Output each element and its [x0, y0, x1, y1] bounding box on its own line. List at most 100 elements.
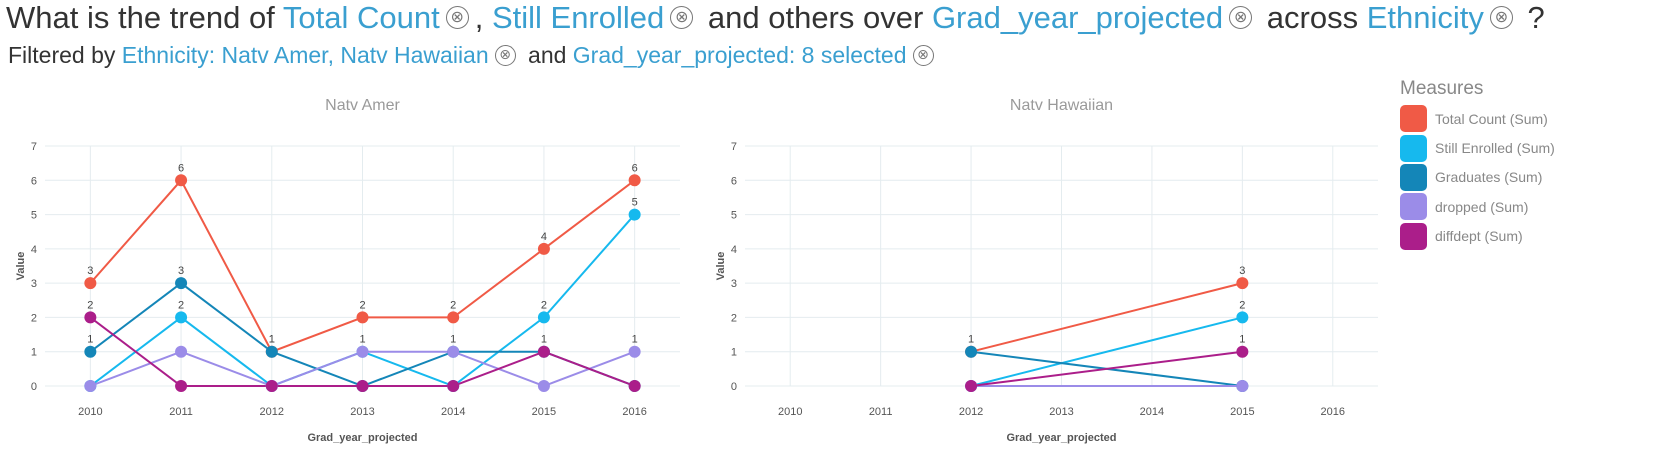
query-dimension[interactable]: Grad_year_projected: [931, 0, 1224, 35]
data-point-still-enrolled[interactable]: [175, 311, 188, 324]
x-axis-title: Grad_year_projected: [1006, 432, 1116, 444]
x-tick-label: 2016: [1321, 406, 1345, 418]
remove-total-count-icon[interactable]: ⊗: [445, 6, 469, 30]
data-point-still-enrolled[interactable]: [628, 208, 641, 221]
chart-title: Natv Hawaiian: [1010, 97, 1113, 114]
filter-prefix: Filtered by: [8, 42, 116, 68]
legend-item-dropped[interactable]: dropped (Sum): [1400, 192, 1650, 221]
data-point-graduates[interactable]: [265, 345, 278, 358]
chart-panel-natv-hawaiian: Natv Hawaiian 0 1 2 3 4 5 6 7 2010 2011 2012 2013 201…: [715, 97, 1378, 444]
legend-label: diffdept (Sum): [1435, 228, 1523, 245]
data-label: 2: [541, 299, 547, 311]
x-tick-label: 2013: [1049, 406, 1073, 418]
chart-title: Natv Amer: [325, 97, 400, 114]
series-line-diffdept: [970, 350, 1243, 387]
remove-filter-grad-year-icon[interactable]: ⊗: [912, 44, 934, 66]
data-point-diffdept[interactable]: [965, 380, 978, 392]
data-point-dropped[interactable]: [1236, 380, 1249, 392]
data-point-dropped[interactable]: [84, 380, 97, 392]
filter-sentence: Filtered by Ethnicity: Natv Amer, Natv H…: [8, 41, 940, 69]
data-point-diffdept[interactable]: [1236, 345, 1249, 358]
legend-swatch: [1400, 134, 1427, 162]
y-tick-label: 6: [31, 175, 37, 187]
data-point-diffdept[interactable]: [175, 380, 188, 392]
data-label: 1: [541, 334, 547, 346]
legend-item-total-count[interactable]: Total Count (Sum): [1400, 104, 1650, 133]
y-axis-title: Value: [15, 252, 27, 281]
x-tick-label: 2014: [1140, 406, 1164, 418]
data-point-dropped[interactable]: [628, 345, 641, 358]
x-tick-label: 2014: [441, 406, 465, 418]
y-tick-label: 4: [731, 244, 737, 256]
filter-grad-year[interactable]: Grad_year_projected: 8 selected: [572, 42, 907, 68]
data-label: 2: [178, 299, 184, 311]
data-label: 2: [450, 299, 456, 311]
data-point-still-enrolled[interactable]: [537, 311, 550, 324]
data-point-total-count[interactable]: [628, 174, 641, 187]
data-point-total-count[interactable]: [1236, 277, 1249, 290]
data-point-diffdept[interactable]: [265, 380, 278, 392]
data-point-diffdept[interactable]: [537, 345, 550, 358]
y-tick-label: 7: [731, 141, 737, 153]
data-point-graduates[interactable]: [175, 277, 188, 290]
data-label: 3: [178, 265, 184, 277]
data-point-diffdept[interactable]: [84, 311, 97, 324]
x-tick-label: 2012: [959, 406, 983, 418]
y-tick-label: 2: [731, 312, 737, 324]
legend-title: Measures: [1400, 78, 1484, 99]
data-point-total-count[interactable]: [175, 174, 188, 187]
data-point-diffdept[interactable]: [628, 380, 641, 392]
data-point-still-enrolled[interactable]: [1236, 311, 1249, 324]
legend-label: Graduates (Sum): [1435, 169, 1543, 186]
query-measure-total-count[interactable]: Total Count: [282, 0, 440, 35]
data-point-total-count[interactable]: [84, 277, 97, 290]
data-point-graduates[interactable]: [965, 345, 978, 358]
data-point-dropped[interactable]: [537, 380, 550, 392]
remove-dimension-icon[interactable]: ⊗: [1229, 6, 1253, 30]
query-breakdown[interactable]: Ethnicity: [1366, 0, 1484, 35]
data-point-dropped[interactable]: [356, 345, 369, 358]
y-tick-label: 7: [31, 141, 37, 153]
data-point-total-count[interactable]: [356, 311, 369, 324]
data-label: 1: [269, 334, 275, 346]
remove-breakdown-icon[interactable]: ⊗: [1489, 6, 1513, 30]
data-point-graduates[interactable]: [84, 345, 97, 358]
legend-item-diffdept[interactable]: diffdept (Sum): [1400, 222, 1650, 251]
data-point-total-count[interactable]: [537, 242, 550, 255]
y-tick-label: 5: [31, 210, 37, 222]
data-label: 6: [632, 162, 638, 174]
data-point-total-count[interactable]: [447, 311, 460, 324]
data-point-diffdept[interactable]: [447, 380, 460, 392]
query-measure-still-enrolled[interactable]: Still Enrolled: [491, 0, 665, 35]
data-point-diffdept[interactable]: [356, 380, 369, 392]
data-point-dropped[interactable]: [175, 345, 188, 358]
y-tick-label: 2: [31, 312, 37, 324]
remove-still-enrolled-icon[interactable]: ⊗: [670, 6, 694, 30]
legend-label: Total Count (Sum): [1435, 110, 1548, 127]
x-tick-label: 2011: [869, 406, 893, 418]
x-tick-label: 2012: [260, 406, 284, 418]
x-tick-label: 2011: [169, 406, 193, 418]
data-label: 1: [632, 334, 638, 346]
data-label: 2: [359, 299, 365, 311]
filter-ethnicity[interactable]: Ethnicity: Natv Amer, Natv Hawaiian: [121, 42, 489, 68]
x-tick-label: 2015: [532, 406, 556, 418]
query-suffix: ?: [1527, 0, 1545, 35]
legend-item-still-enrolled[interactable]: Still Enrolled (Sum): [1400, 133, 1650, 162]
data-label: 2: [87, 299, 93, 311]
data-label: 1: [87, 334, 93, 346]
query-separator: ,: [474, 0, 484, 35]
x-tick-label: 2016: [622, 406, 646, 418]
remove-filter-ethnicity-icon[interactable]: ⊗: [494, 44, 516, 66]
filter-and-word: and: [528, 42, 567, 68]
data-label: 6: [178, 162, 184, 174]
data-label: 4: [541, 231, 547, 243]
y-tick-label: 5: [731, 210, 737, 222]
legend-item-graduates[interactable]: Graduates (Sum): [1400, 163, 1650, 192]
query-across-word: across: [1266, 0, 1359, 35]
y-tick-label: 3: [731, 278, 737, 290]
y-tick-label: 3: [31, 278, 37, 290]
data-point-dropped[interactable]: [447, 345, 460, 358]
chart-panel-natv-amer: Natv Amer 0 1 2 3 4 5 6 7 2010 2011 2012 2013 2014 201…: [15, 97, 680, 444]
x-tick-label: 2010: [778, 406, 802, 418]
